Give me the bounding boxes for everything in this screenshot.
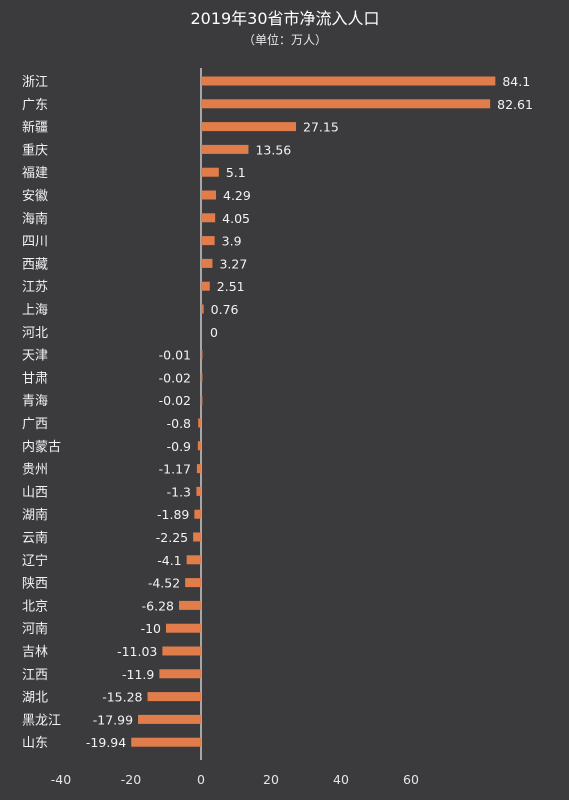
category-label: 辽宁	[22, 553, 48, 569]
category-label: 陕西	[22, 577, 48, 592]
category-label: 北京	[22, 599, 48, 614]
x-tick-label: -40	[51, 772, 71, 787]
category-label: 青海	[22, 394, 48, 409]
data-label: -0.02	[159, 370, 191, 385]
bar	[200, 350, 203, 360]
category-label: 西藏	[22, 257, 48, 272]
data-label: 3.27	[219, 256, 247, 271]
bar	[186, 555, 201, 565]
bar	[179, 600, 201, 610]
data-label: -2.25	[156, 530, 188, 545]
category-label: 新疆	[22, 120, 48, 136]
bar	[147, 692, 201, 702]
data-label: 3.9	[222, 234, 242, 249]
category-label: 安徽	[22, 189, 48, 204]
category-label: 山西	[22, 485, 48, 500]
category-label: 河北	[22, 326, 48, 341]
bar	[200, 395, 203, 405]
x-tick-label: 40	[333, 772, 349, 787]
bar	[201, 167, 219, 177]
category-label: 河南	[22, 621, 48, 637]
x-tick-label: 0	[197, 772, 205, 787]
category-label: 湖北	[22, 691, 48, 706]
bar	[201, 190, 217, 200]
bar	[166, 623, 201, 633]
data-label: -19.94	[86, 735, 126, 750]
data-label: -1.3	[167, 484, 191, 499]
data-label: -6.28	[142, 598, 174, 613]
bar	[198, 418, 201, 428]
data-label: -17.99	[93, 712, 133, 727]
bar	[138, 714, 201, 724]
category-label: 浙江	[22, 75, 48, 90]
x-tick-label: 20	[263, 772, 279, 787]
x-tick-label: 60	[403, 772, 419, 787]
category-label: 四川	[22, 235, 48, 250]
bar	[185, 578, 201, 588]
data-label: -0.02	[159, 393, 191, 408]
data-label: -0.01	[159, 348, 191, 363]
bar	[159, 669, 201, 679]
bar	[196, 486, 201, 496]
data-label: -15.28	[102, 690, 142, 705]
category-label: 江苏	[22, 279, 48, 295]
bar	[201, 258, 213, 268]
bar	[201, 236, 215, 246]
data-label: -0.8	[167, 416, 191, 431]
bar	[201, 99, 491, 109]
data-label: -1.89	[157, 507, 189, 522]
data-label: 0	[210, 325, 218, 340]
data-label: 82.61	[497, 97, 533, 112]
bar	[201, 304, 204, 314]
data-label: -1.17	[159, 462, 191, 477]
bar	[201, 76, 496, 86]
category-label: 贵州	[22, 463, 48, 478]
bar	[200, 372, 203, 382]
data-label: -10	[141, 621, 161, 636]
category-label: 重庆	[22, 142, 48, 158]
data-label: -4.1	[157, 553, 181, 568]
category-label: 山东	[22, 736, 48, 751]
data-label: 27.15	[303, 120, 339, 135]
bar	[131, 737, 201, 747]
data-label: 0.76	[211, 302, 239, 317]
bar	[201, 122, 297, 132]
bar	[193, 532, 201, 542]
bar	[201, 213, 216, 223]
category-label: 黑龙江	[22, 713, 61, 728]
chart-title: 2019年30省市净流入人口	[190, 9, 379, 28]
data-label: -11.03	[117, 644, 157, 659]
data-label: 5.1	[226, 165, 246, 180]
category-label: 甘肃	[22, 371, 48, 386]
bar	[196, 464, 201, 474]
bar	[162, 646, 201, 656]
category-label: 云南	[22, 530, 48, 546]
data-label: -11.9	[122, 667, 154, 682]
x-tick-label: -20	[121, 772, 141, 787]
category-label: 广东	[22, 98, 48, 113]
category-label: 上海	[22, 303, 48, 318]
category-label: 内蒙古	[22, 439, 61, 455]
bar	[201, 144, 249, 154]
bar	[201, 281, 210, 291]
data-label: 4.29	[223, 188, 251, 203]
category-label: 广西	[22, 417, 48, 432]
bar	[194, 509, 201, 519]
data-label: 4.05	[222, 211, 250, 226]
category-label: 江西	[22, 668, 48, 683]
bar	[197, 441, 201, 451]
category-label: 吉林	[22, 645, 48, 660]
data-label: 13.56	[255, 142, 291, 157]
data-label: 2.51	[217, 279, 245, 294]
category-label: 天津	[22, 349, 48, 364]
data-label: -0.9	[167, 439, 191, 454]
data-label: -4.52	[148, 576, 180, 591]
chart-subtitle: （单位：万人）	[243, 32, 327, 47]
category-label: 海南	[22, 211, 48, 227]
category-label: 湖南	[22, 507, 48, 523]
data-label: 84.1	[502, 74, 530, 89]
category-label: 福建	[22, 166, 48, 181]
